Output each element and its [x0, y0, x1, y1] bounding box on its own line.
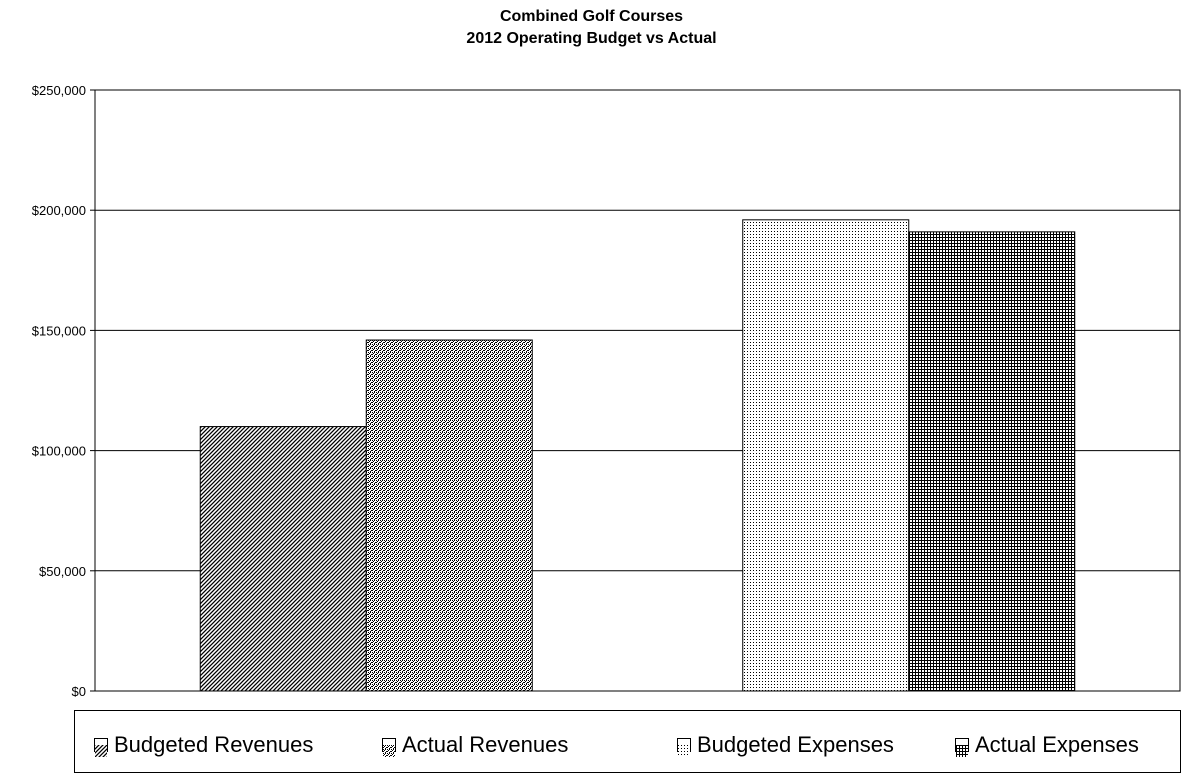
y-tick-label: $50,000: [39, 564, 86, 579]
legend-label: Budgeted Expenses: [697, 732, 894, 757]
bar-budgeted-expenses: [742, 219, 910, 692]
bar-actual-revenues: [365, 339, 533, 692]
bar-budgeted-revenues: [199, 426, 367, 692]
legend-swatch-budgeted-revenues: [94, 738, 108, 757]
y-tick-labels: $0 $50,000 $100,000 $150,000 $200,000 $250,00…: [32, 83, 86, 699]
legend-item-budgeted-revenues: Budgeted Revenues: [94, 732, 314, 757]
legend: Budgeted Revenues Actual Revenues Budget…: [74, 710, 1181, 773]
legend-swatch-actual-expenses: [955, 738, 969, 757]
legend-swatch-actual-revenues: [382, 738, 396, 757]
y-tick-label: $100,000: [32, 444, 86, 459]
y-tick-label: $0: [72, 684, 86, 699]
plot-area-border: [94, 89, 1181, 692]
chart-title-line-2: 2012 Operating Budget vs Actual: [466, 30, 717, 47]
y-tick-label: $250,000: [32, 83, 86, 98]
legend-swatch-budgeted-expenses: [677, 738, 691, 757]
legend-label: Budgeted Revenues: [114, 732, 314, 757]
bars: [199, 219, 1076, 692]
legend-label: Actual Expenses: [975, 732, 1139, 757]
y-tick-label: $200,000: [32, 203, 86, 218]
legend-item-actual-expenses: Actual Expenses: [955, 732, 1139, 757]
chart-title-line-1: Combined Golf Courses: [499, 8, 684, 25]
chart-title: Combined Golf Courses 2012 Operating Bud…: [0, 6, 1183, 50]
axes: [90, 89, 1181, 692]
legend-item-budgeted-expenses: Budgeted Expenses: [677, 732, 894, 757]
bar-actual-expenses: [908, 231, 1076, 692]
y-tick-label: $150,000: [32, 323, 86, 338]
legend-label: Actual Revenues: [402, 732, 569, 757]
legend-item-actual-revenues: Actual Revenues: [382, 732, 569, 757]
